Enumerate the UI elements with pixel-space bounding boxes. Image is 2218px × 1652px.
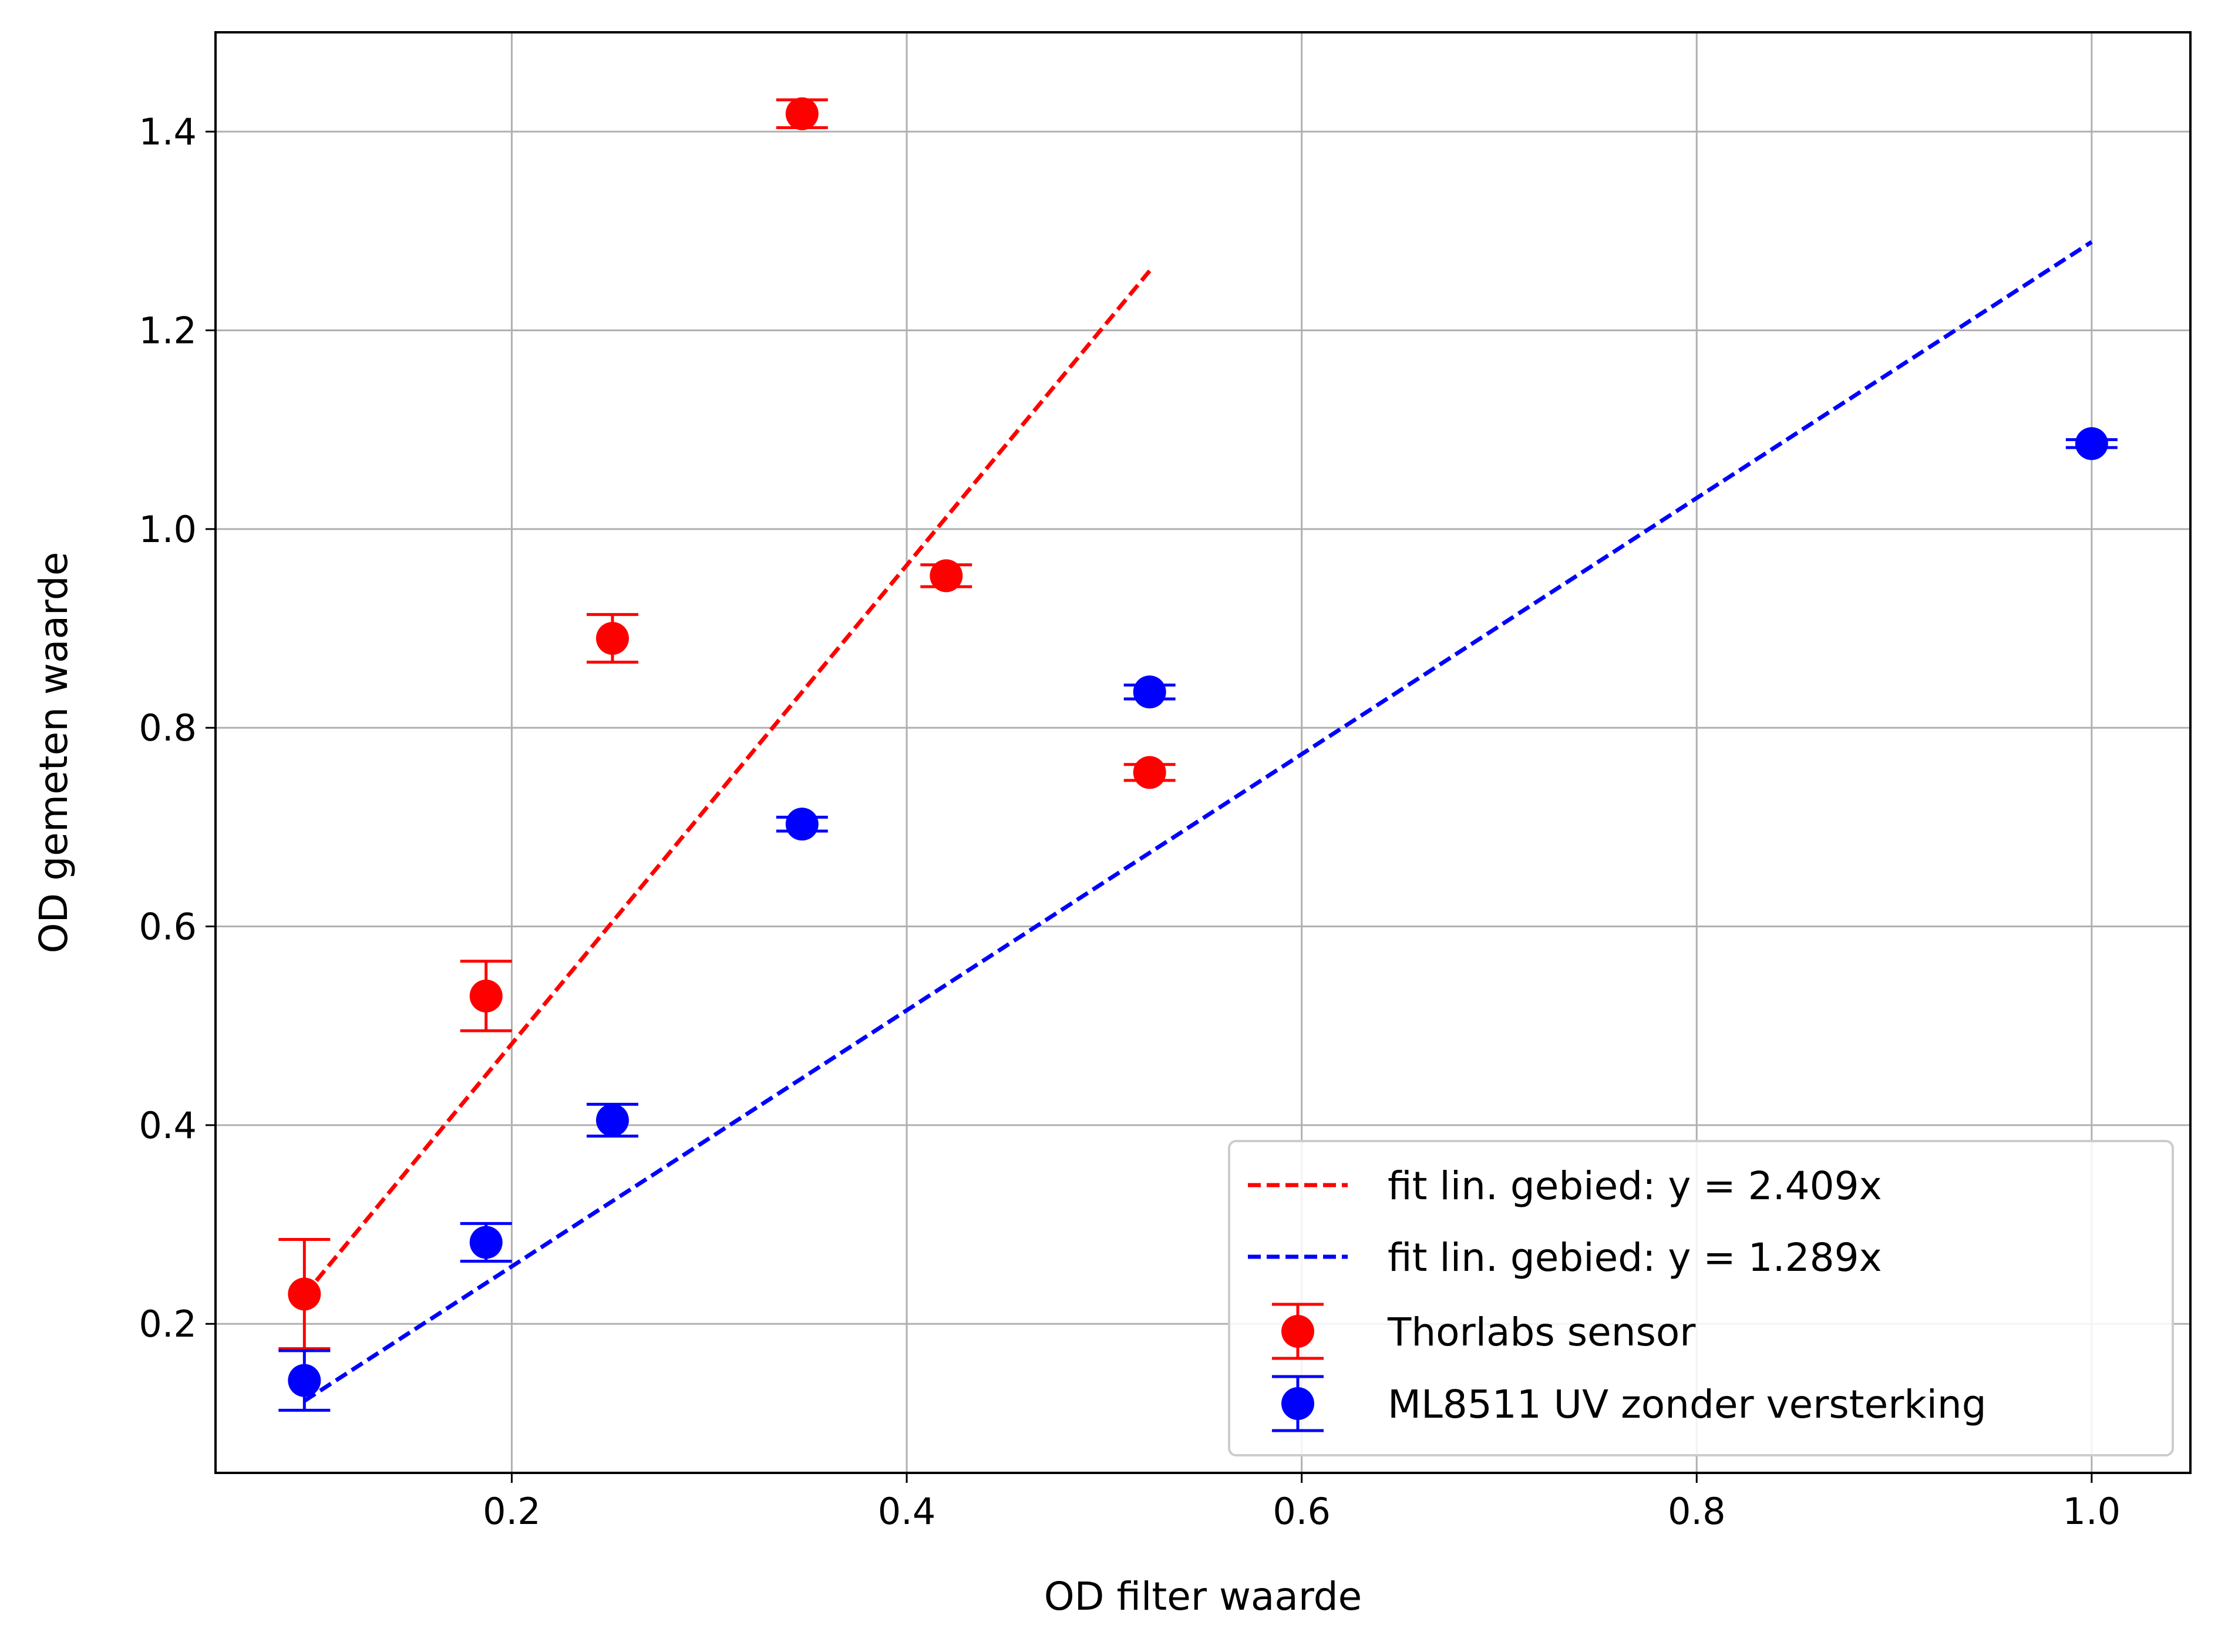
fit-lines — [302, 240, 2093, 1403]
legend-box — [1228, 1140, 2174, 1456]
data-point — [785, 97, 819, 130]
data-point — [469, 979, 503, 1012]
x-tick-label: 0.4 — [878, 1490, 936, 1533]
data-point — [1133, 756, 1166, 789]
data-point — [930, 559, 963, 593]
data-point — [288, 1277, 321, 1311]
legend: fit lin. gebied: y = 2.409x fit lin. gebi… — [1228, 1140, 2174, 1456]
data-point — [288, 1364, 321, 1397]
fit-line-1 — [303, 240, 2093, 1403]
data-point — [595, 1103, 629, 1137]
series-1 — [278, 427, 2118, 1412]
data-point — [469, 1226, 503, 1259]
data-point — [595, 621, 629, 655]
y-tick-label: 0.8 — [139, 706, 197, 749]
legend-label: ML8511 UV zonder versterking — [1388, 1382, 1987, 1427]
y-tick-label: 1.0 — [139, 508, 197, 551]
y-tick-label: 1.2 — [139, 309, 197, 352]
data-point — [2075, 427, 2108, 460]
legend-label: fit lin. gebied: y = 1.289x — [1388, 1235, 1882, 1280]
series-0 — [278, 97, 1176, 1351]
plot-frame — [214, 31, 2192, 1474]
y-tick-label: 0.4 — [139, 1104, 197, 1147]
legend-marker — [1281, 1315, 1314, 1348]
data-series — [278, 97, 2118, 1412]
data-point — [1133, 675, 1166, 709]
x-axis-label: OD filter waarde — [1044, 1574, 1362, 1619]
fit-line-0 — [302, 269, 1152, 1297]
y-axis-label: OD gemeten waarde — [31, 552, 76, 954]
x-tick-label: 0.6 — [1273, 1490, 1331, 1533]
y-tick-label: 0.2 — [139, 1303, 197, 1345]
legend-label: fit lin. gebied: y = 2.409x — [1388, 1163, 1882, 1209]
x-tick-label: 1.0 — [2063, 1490, 2121, 1533]
x-tick-label: 0.2 — [483, 1490, 541, 1533]
axes: 0.2 0.4 0.6 0.8 1.0 0.2 0.4 0.6 0.8 1.0 1.2 1.4 — [139, 110, 2121, 1533]
legend-marker — [1281, 1387, 1314, 1420]
legend-label: Thorlabs sensor — [1387, 1310, 1696, 1355]
data-point — [785, 808, 819, 841]
y-tick-label: 0.6 — [139, 906, 197, 948]
y-tick-label: 1.4 — [139, 110, 197, 153]
x-tick-label: 0.8 — [1668, 1490, 1726, 1533]
